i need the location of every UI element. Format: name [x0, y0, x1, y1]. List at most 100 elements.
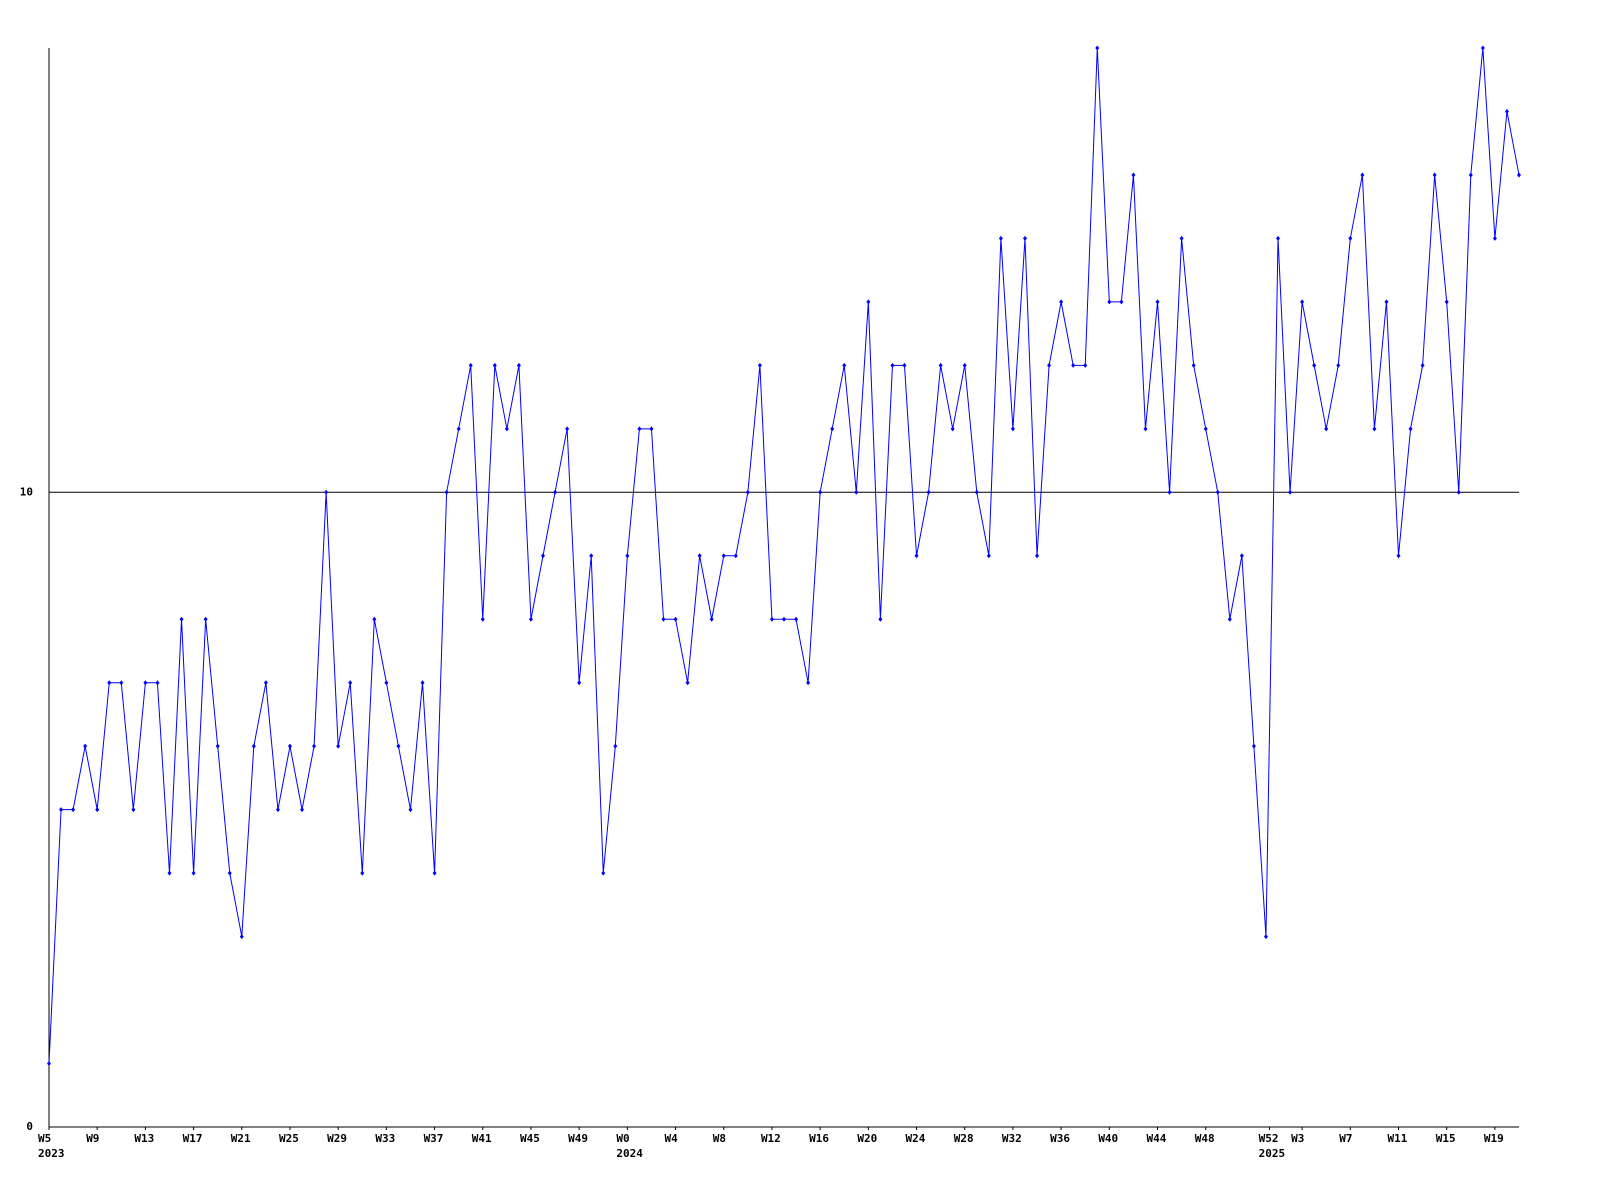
data-point [1191, 362, 1196, 368]
data-point [757, 362, 762, 368]
data-point [312, 743, 317, 749]
data-point [275, 807, 280, 813]
data-point [83, 743, 88, 749]
data-point [830, 426, 835, 432]
data-point [59, 807, 64, 813]
data-point [673, 616, 678, 622]
x-tick-label: W9 [86, 1132, 99, 1145]
data-point [1071, 362, 1076, 368]
data-point [806, 680, 811, 686]
y-tick-label: 10 [20, 485, 33, 498]
data-point [1035, 553, 1040, 559]
data-point [492, 362, 497, 368]
data-point [565, 426, 570, 432]
data-point [794, 616, 799, 622]
data-point [914, 553, 919, 559]
x-tick-label: W45 [520, 1132, 540, 1145]
x-tick-label: W29 [327, 1132, 347, 1145]
data-point [1288, 489, 1293, 495]
data-point [420, 680, 425, 686]
x-tick-label: W24 [906, 1132, 926, 1145]
data-point [1300, 299, 1305, 305]
data-point [553, 489, 558, 495]
data-point [1179, 235, 1184, 241]
data-point [143, 680, 148, 686]
data-point [1239, 553, 1244, 559]
data-point [685, 680, 690, 686]
data-point [432, 870, 437, 876]
x-tick-label: W19 [1484, 1132, 1504, 1145]
data-point [179, 616, 184, 622]
data-point [745, 489, 750, 495]
data-point [950, 426, 955, 432]
data-point [95, 807, 100, 813]
data-point [1022, 235, 1027, 241]
data-point [1504, 108, 1509, 114]
data-point [1324, 426, 1329, 432]
data-point [1155, 299, 1160, 305]
data-point [119, 680, 124, 686]
x-tick-label: W36 [1050, 1132, 1070, 1145]
data-point [1263, 934, 1268, 940]
x-tick-label: W44 [1147, 1132, 1167, 1145]
data-point [71, 807, 76, 813]
data-point [1095, 45, 1100, 51]
data-point [649, 426, 654, 432]
data-point [1059, 299, 1064, 305]
data-point [1432, 172, 1437, 178]
x-tick-label: W0 [616, 1132, 629, 1145]
x-tick-label: W3 [1291, 1132, 1304, 1145]
data-point [866, 299, 871, 305]
x-tick-label: W13 [134, 1132, 154, 1145]
data-point [1517, 172, 1521, 178]
data-point [1444, 299, 1449, 305]
data-point [239, 934, 244, 940]
data-point [601, 870, 606, 876]
data-point [661, 616, 666, 622]
data-point [155, 680, 160, 686]
year-label: 2023 [38, 1147, 65, 1160]
data-point [1251, 743, 1256, 749]
data-point [697, 553, 702, 559]
data-point [577, 680, 582, 686]
data-point [131, 807, 136, 813]
data-point [986, 553, 991, 559]
data-point [468, 362, 473, 368]
data-point [589, 553, 594, 559]
data-point [191, 870, 196, 876]
x-tick-label: W4 [665, 1132, 679, 1145]
x-tick-label: W12 [761, 1132, 781, 1145]
x-tick-label: W11 [1388, 1132, 1408, 1145]
data-point [360, 870, 365, 876]
data-point [444, 489, 449, 495]
x-tick-label: W33 [375, 1132, 395, 1145]
x-tick-label: W8 [713, 1132, 726, 1145]
data-point [324, 489, 329, 495]
data-point [878, 616, 883, 622]
data-point [348, 680, 353, 686]
data-line [48, 47, 1520, 1064]
data-point [408, 807, 413, 813]
data-point [769, 616, 774, 622]
data-point [227, 870, 232, 876]
x-tick-label: W41 [472, 1132, 492, 1145]
data-point [938, 362, 943, 368]
data-point [1010, 426, 1015, 432]
data-point [818, 489, 823, 495]
x-tick-label: W16 [809, 1132, 829, 1145]
data-point [1312, 362, 1317, 368]
x-tick-label: W20 [857, 1132, 877, 1145]
x-tick-label: W52 [1259, 1132, 1279, 1145]
data-point [1456, 489, 1461, 495]
x-tick-label: W17 [183, 1132, 203, 1145]
data-point [516, 362, 521, 368]
data-point [637, 426, 642, 432]
data-point [709, 616, 714, 622]
x-tick-label: W5 [38, 1132, 51, 1145]
x-tick-label: W21 [231, 1132, 251, 1145]
x-tick-label: W7 [1339, 1132, 1352, 1145]
data-point [1047, 362, 1052, 368]
data-point [1492, 235, 1497, 241]
data-point [1384, 299, 1389, 305]
